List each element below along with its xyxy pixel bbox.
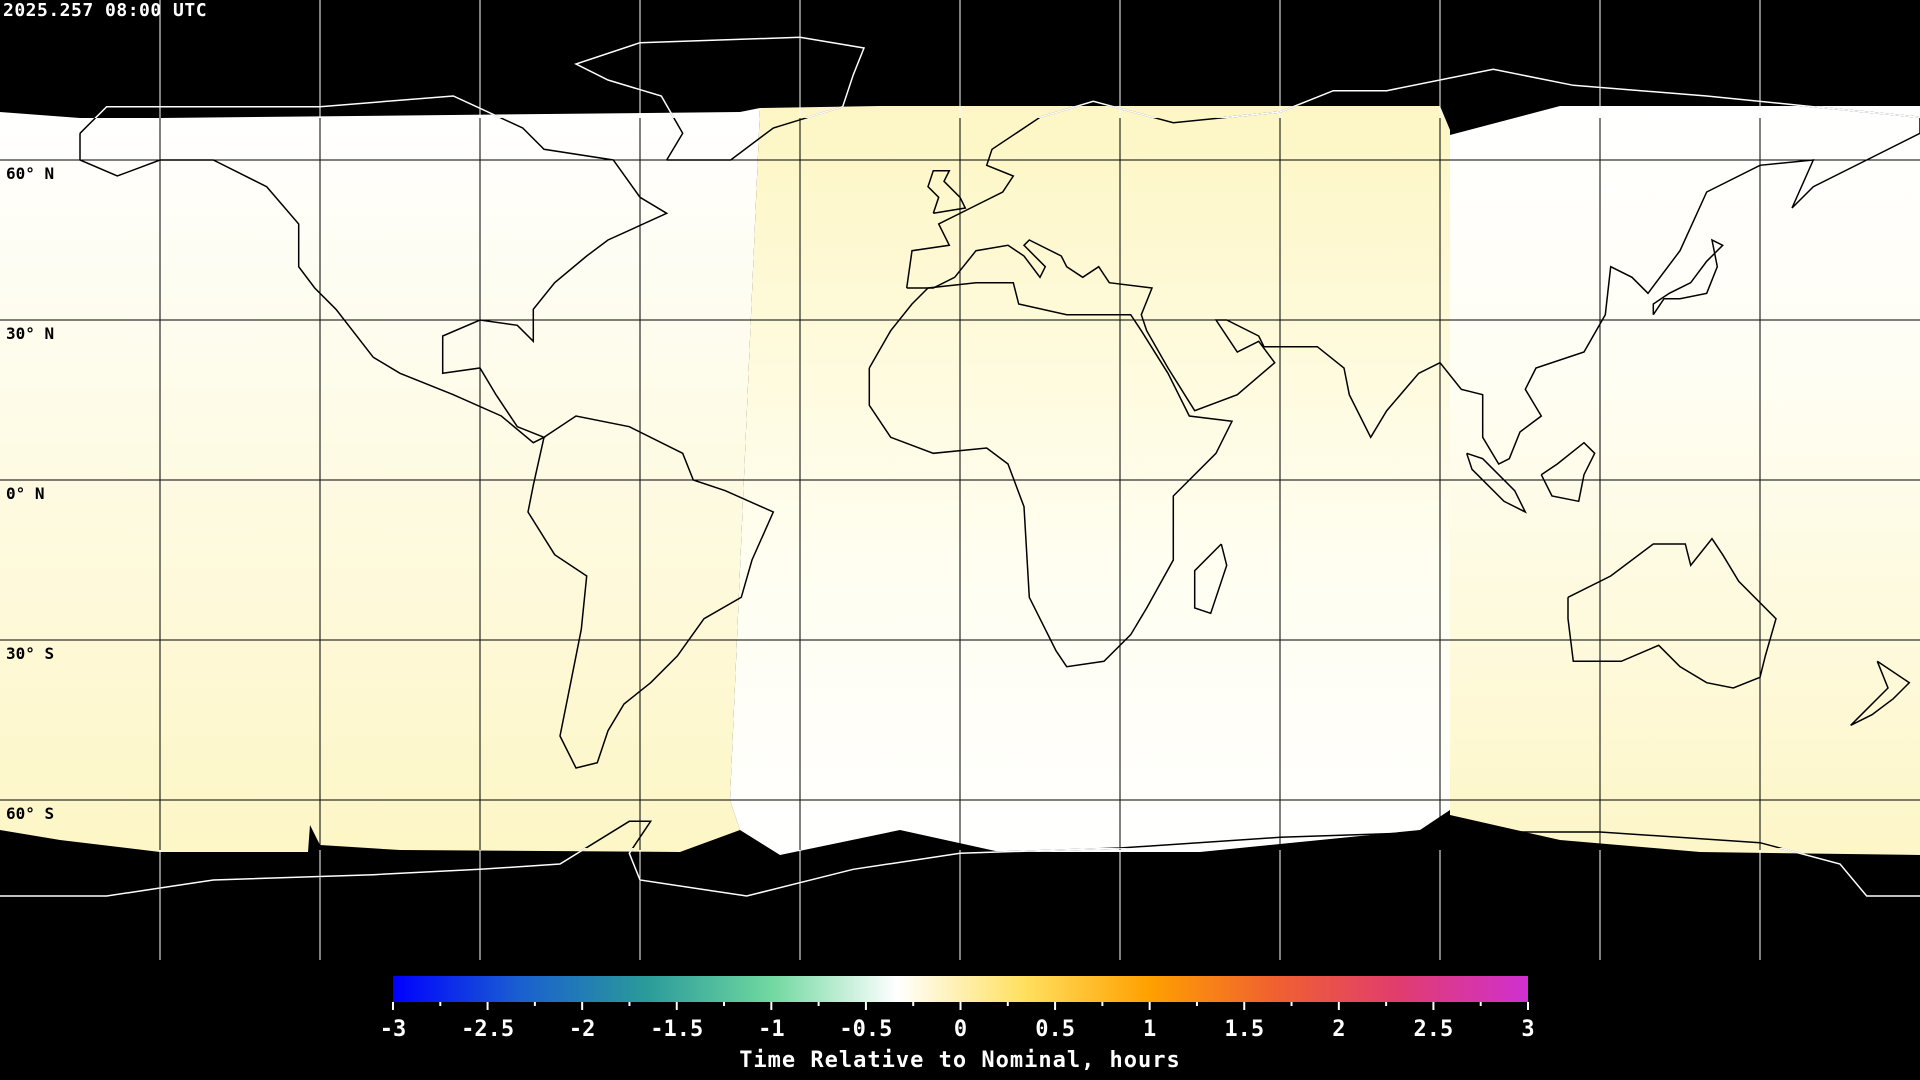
coastline-madagascar [1193, 543, 1228, 615]
colorbar-tick-label: -2 [569, 1017, 596, 1042]
colorbar-tick-label: 2 [1332, 1017, 1345, 1042]
colorbar-tick-label: -1 [758, 1017, 785, 1042]
coastline-south-america [527, 415, 775, 769]
colorbar-tick-label: -2.5 [461, 1017, 514, 1042]
world-map [0, 0, 1920, 960]
colorbar-tick-label: 1 [1143, 1017, 1156, 1042]
coastline-new-zealand [1850, 660, 1911, 726]
coastline-australia [1567, 537, 1777, 689]
coastline-borneo [1540, 441, 1596, 503]
lat-label-60n: 60° N [6, 164, 55, 183]
lat-label-60s: 60° S [6, 804, 55, 823]
colorbar-tick-label: 0 [954, 1017, 967, 1042]
colorbar-tick-label: -3 [380, 1017, 407, 1042]
timestamp-title: 2025.257 08:00 UTC [3, 0, 208, 21]
lat-label-30n: 30° N [6, 324, 55, 343]
lat-label-30s: 30° S [6, 644, 55, 663]
colorbar-ramp [393, 976, 1528, 1002]
colorbar-tick-label: 3 [1521, 1017, 1534, 1042]
coastline-british-isles [927, 169, 967, 215]
coastline-sumatra [1465, 452, 1527, 514]
colorbar-tick-label: -1.5 [650, 1017, 703, 1042]
colorbar-tick-label: 2.5 [1414, 1017, 1454, 1042]
coastline-japan [1652, 238, 1724, 316]
graticule [159, 0, 1761, 960]
coastline-africa [868, 281, 1234, 668]
colorbar-tick-label: -0.5 [839, 1017, 892, 1042]
colorbar-title: Time Relative to Nominal, hours [739, 1048, 1181, 1073]
lat-label-0n: 0° N [6, 484, 45, 503]
colorbar-tick-label: 0.5 [1035, 1017, 1075, 1042]
colorbar: -3 -2.5 -2 -1.5 -1 -0.5 0 0.5 1 1.5 2 2.5 3 [380, 976, 1535, 1042]
coastline-north-america [79, 95, 669, 444]
colorbar-tick-label: 1.5 [1224, 1017, 1264, 1042]
